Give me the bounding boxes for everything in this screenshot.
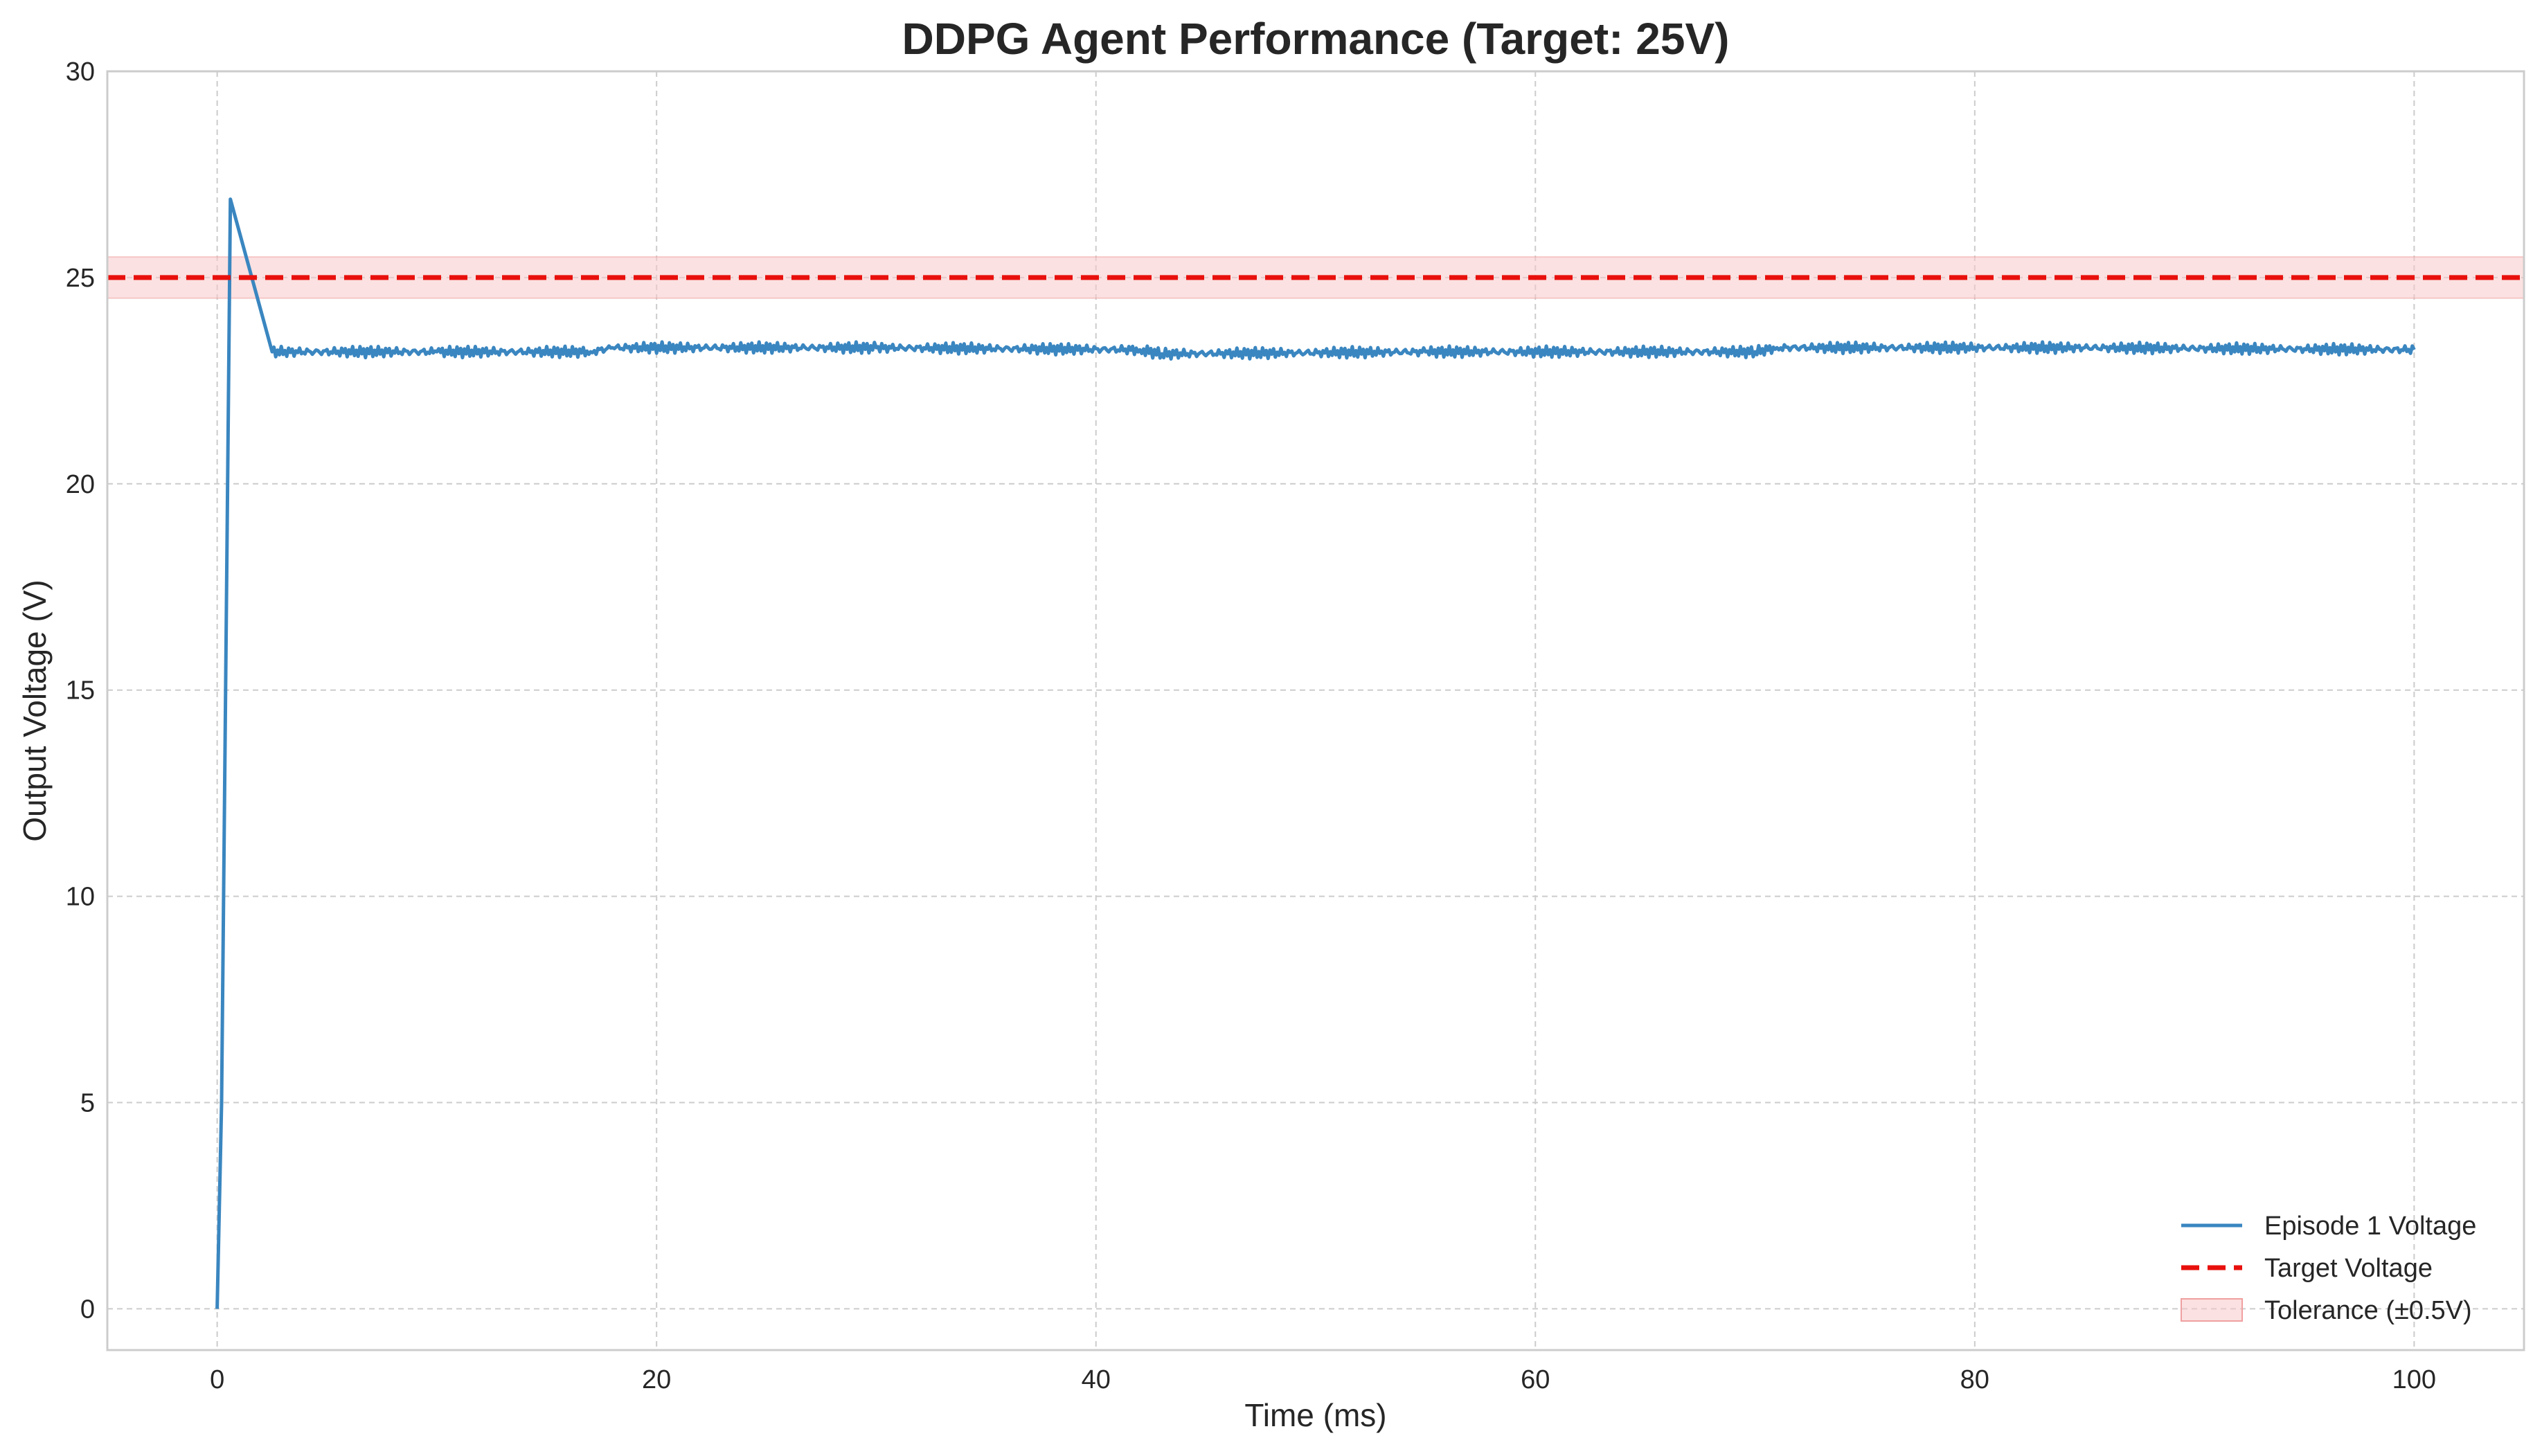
chart-title: DDPG Agent Performance (Target: 25V) xyxy=(902,14,1730,64)
y-tick-label: 20 xyxy=(66,470,95,499)
series-layer xyxy=(107,197,2524,1309)
plot-frame xyxy=(106,70,2525,1351)
tick-labels: 0 20 40 60 80 100 0 5 10 15 20 25 30 xyxy=(66,57,2436,1394)
y-tick-label: 25 xyxy=(66,264,95,293)
x-tick-label: 100 xyxy=(2392,1365,2436,1394)
legend-swatch-tolerance xyxy=(2181,1298,2243,1322)
x-tick-label: 20 xyxy=(642,1365,671,1394)
y-axis-label: Output Voltage (V) xyxy=(17,579,53,841)
y-tick-label: 15 xyxy=(66,676,95,705)
x-tick-label: 80 xyxy=(1960,1365,1989,1394)
legend-label: Episode 1 Voltage xyxy=(2264,1212,2476,1241)
x-tick-label: 40 xyxy=(1082,1365,1111,1394)
y-tick-label: 30 xyxy=(66,57,95,87)
legend: Episode 1 Voltage Target Voltage Tolerance… xyxy=(2181,1212,2476,1325)
legend-label: Target Voltage xyxy=(2264,1254,2433,1283)
series-line-episode-voltage xyxy=(215,197,2416,1309)
x-tick-label: 0 xyxy=(210,1365,224,1394)
legend-label: Tolerance (±0.5V) xyxy=(2264,1296,2472,1325)
x-tick-label: 60 xyxy=(1521,1365,1550,1394)
y-tick-label: 10 xyxy=(66,883,95,912)
y-tick-label: 0 xyxy=(80,1295,95,1324)
x-axis-label: Time (ms) xyxy=(1244,1397,1386,1433)
y-tick-label: 5 xyxy=(80,1089,95,1118)
